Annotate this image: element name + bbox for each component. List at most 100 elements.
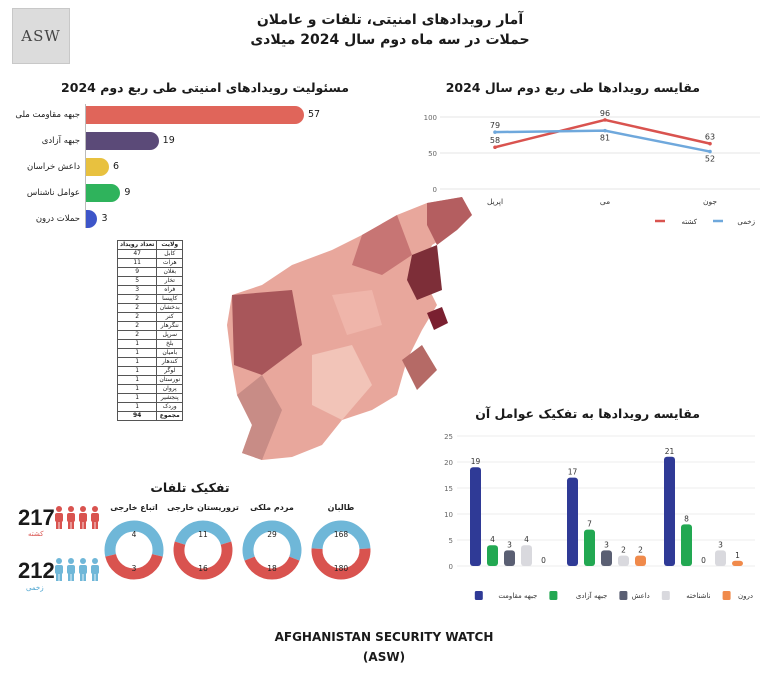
- line-point: [603, 118, 607, 122]
- line-data-label: 58: [490, 136, 500, 145]
- province-name: سرپل: [156, 330, 184, 340]
- map-east: [402, 345, 437, 390]
- person-icon: [56, 558, 62, 564]
- province-count: 2: [116, 321, 158, 331]
- factor-bar: [504, 550, 515, 566]
- donut-killed-value: 180: [334, 564, 349, 573]
- bar-label-4: حملات درون: [35, 214, 80, 224]
- factor-bar-label: 8: [684, 514, 689, 523]
- person-icon-body: [79, 565, 87, 574]
- province-row: بغلان 9: [116, 267, 184, 277]
- person-icon-leg: [92, 573, 95, 581]
- bar-value-2: 6: [112, 161, 119, 172]
- donut-wounded-value: 11: [198, 530, 208, 539]
- responsibility-bar-1: [86, 132, 159, 150]
- province-row: تخار 5: [116, 276, 184, 286]
- line-data-label: 79: [490, 121, 500, 130]
- province-count: 2: [116, 294, 158, 304]
- line-x-tick: می: [600, 197, 610, 206]
- province-row: وردک 1: [116, 402, 184, 412]
- factor-bar: [470, 467, 481, 566]
- bar-label-3: عوامل ناشناس: [26, 188, 80, 198]
- person-icon-body: [91, 565, 99, 574]
- footer-line1: AFGHANISTAN SECURITY WATCH: [274, 630, 494, 644]
- factor-bar-label: 0: [541, 556, 546, 565]
- line-data-label: 81: [600, 134, 610, 143]
- factor-legend-label: جبهه مقاومت: [498, 592, 537, 600]
- province-count: 1: [116, 339, 158, 349]
- province-name: بغلان: [156, 267, 184, 277]
- province-count: 1: [116, 393, 158, 403]
- province-row: مجموع 94: [116, 411, 184, 421]
- donut-killed-value: 16: [198, 564, 208, 573]
- person-icon-leg: [80, 573, 83, 581]
- responsibility-bar-0: [86, 106, 304, 124]
- responsibility-bar-2: [86, 158, 109, 176]
- line-point: [493, 145, 497, 150]
- bar-y-tick: 20: [444, 459, 453, 467]
- person-icon-leg: [71, 573, 74, 581]
- donut-wounded-arc: [174, 520, 232, 546]
- line-data-label: 52: [705, 155, 715, 164]
- line-point: [603, 128, 607, 133]
- casualty-title: تفکیک تلفات: [150, 480, 230, 495]
- people-icons: [55, 506, 99, 581]
- province-name: فراه: [156, 285, 184, 295]
- factor-legend-label: داعش: [632, 592, 650, 600]
- person-icon-leg: [56, 573, 59, 581]
- bar-y-tick: 0: [449, 563, 453, 571]
- person-icon: [80, 506, 86, 512]
- person-icon-leg: [68, 573, 71, 581]
- factor-bar: [584, 529, 595, 566]
- factor-legend-swatch: [619, 591, 628, 600]
- map-herat: [232, 290, 302, 375]
- province-name: نورستان: [156, 375, 184, 385]
- responsibility-bar-4: [86, 210, 98, 228]
- factor-bar: [487, 545, 498, 566]
- factor-legend-swatch: [474, 591, 483, 600]
- factor-legend-swatch: [549, 591, 558, 600]
- factor-bar-label: 4: [490, 535, 495, 544]
- province-row: نورستان 1: [116, 375, 184, 385]
- province-name: بدخشان: [156, 303, 184, 313]
- factor-bar-label: 17: [568, 468, 578, 477]
- factor-bar: [618, 555, 629, 566]
- person-icon: [56, 506, 62, 512]
- bar-label-1: جبهه آزادی: [41, 136, 80, 146]
- person-icon: [92, 506, 98, 512]
- province-name: ننگرهار: [156, 321, 184, 331]
- factor-bar-label: 3: [718, 540, 723, 549]
- person-icon-leg: [56, 521, 59, 529]
- person-icon-body: [55, 565, 63, 574]
- bar-label-0: جبهه مقاومت ملی: [15, 110, 80, 120]
- main-title-line2: حملات در سه ماه دوم سال 2024 میلادی: [250, 32, 530, 48]
- province-count: 1: [116, 384, 158, 394]
- donut-killed-value: 18: [267, 564, 277, 573]
- line-chart-title: مقایسه رویدادها طی ربع دوم سال 2024: [445, 80, 700, 95]
- person-icon-leg: [68, 521, 71, 529]
- map-center: [332, 290, 382, 335]
- footer-line2: (ASW): [362, 650, 406, 664]
- province-name: کاپیسا: [156, 294, 184, 304]
- bar-value-0: 57: [308, 109, 321, 120]
- map-farah: [237, 375, 282, 460]
- province-count: 1: [116, 402, 158, 412]
- donut-wounded-value: 4: [132, 530, 137, 539]
- province-row: بلخ 1: [116, 339, 184, 349]
- province-count: 1: [116, 366, 158, 376]
- person-icon-body: [91, 513, 99, 522]
- casualty-donuts: اتباع خارجی 4 3 تروریستان خارجی 11 16 مردم ملک…: [104, 503, 371, 580]
- factor-bar: [635, 555, 646, 566]
- factor-bar-label: 21: [665, 447, 675, 456]
- province-row: کاپیسا 2: [116, 294, 184, 304]
- person-icon-leg: [83, 573, 86, 581]
- wounded-label: زخمی: [26, 584, 44, 592]
- donut-wounded-arc: [104, 520, 164, 557]
- province-name: بامیان: [156, 348, 184, 358]
- responsibility-axis: [85, 104, 86, 228]
- factor-bar: [521, 545, 532, 566]
- bar-value-3: 9: [124, 187, 131, 198]
- factor-bar-label: 2: [621, 546, 626, 555]
- donut-label: مردم ملکی: [250, 503, 294, 512]
- province-count: 1: [116, 348, 158, 358]
